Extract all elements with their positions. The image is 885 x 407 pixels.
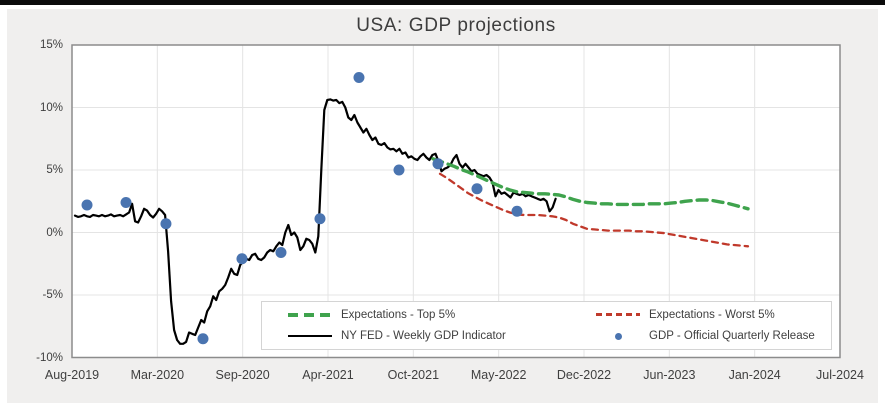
legend: Expectations - Top 5% Expectations - Wors… bbox=[261, 301, 832, 350]
x-axis-tick-label: Oct-2021 bbox=[387, 368, 440, 382]
x-axis-tick-label: Apr-2021 bbox=[302, 368, 354, 382]
legend-label: GDP - Official Quarterly Release bbox=[649, 330, 815, 343]
x-axis-tick-label: Jun-2023 bbox=[643, 368, 696, 382]
gdp-release-point-Q1-2022 bbox=[471, 183, 483, 195]
series-ny-fed-weekly-gdp-indicator bbox=[73, 98, 557, 345]
legend-swatch-blue-dot-icon bbox=[596, 332, 640, 340]
legend-swatch-green-dash-icon bbox=[288, 313, 332, 317]
y-axis-tick-label: 5% bbox=[46, 164, 63, 176]
legend-label: NY FED - Weekly GDP Indicator bbox=[341, 330, 506, 343]
gdp-release-point-Q3-2019 bbox=[81, 199, 93, 211]
gdp-release-point-Q4-2021 bbox=[432, 158, 444, 170]
chart-title: USA: GDP projections bbox=[356, 15, 556, 36]
legend-label: Expectations - Top 5% bbox=[341, 308, 456, 321]
legend-item: Expectations - Top 5% bbox=[288, 309, 596, 321]
gdp-release-point-Q4-2019 bbox=[120, 197, 132, 208]
legend-swatch-red-dash-icon bbox=[596, 313, 640, 317]
legend-label: Expectations - Worst 5% bbox=[649, 308, 775, 321]
gdp-release-point-Q3-2021 bbox=[393, 164, 405, 176]
x-axis-tick-label: May-2022 bbox=[470, 368, 527, 382]
gdp-release-point-Q3-2020 bbox=[236, 253, 248, 265]
series-expectations-top-5- bbox=[431, 157, 750, 211]
x-axis-tick-label: Jul-2024 bbox=[816, 368, 864, 382]
y-axis-tick-label: 10% bbox=[39, 101, 63, 114]
y-axis-tick-label: 0% bbox=[46, 226, 63, 239]
y-axis-tick-label: -5% bbox=[42, 289, 63, 301]
x-axis-tick-label: Aug-2019 bbox=[44, 368, 100, 382]
gdp-release-point-Q1-2021 bbox=[314, 213, 326, 225]
legend-item: Expectations - Worst 5% bbox=[596, 309, 823, 321]
x-axis-tick-label: Sep-2020 bbox=[215, 368, 270, 382]
x-axis-tick-label: Mar-2020 bbox=[130, 368, 185, 382]
gdp-release-point-Q1-2020 bbox=[160, 218, 172, 230]
top-border-bar bbox=[0, 0, 885, 5]
y-axis-tick-label: 15% bbox=[39, 39, 63, 51]
x-axis-tick-label: Jan-2024 bbox=[728, 368, 781, 382]
gdp-release-point-Q2-2021 bbox=[353, 72, 365, 83]
y-axis-tick-label: -10% bbox=[36, 351, 63, 364]
gdp-release-point-Q4-2020 bbox=[275, 247, 287, 258]
series-expectations-worst-5- bbox=[438, 172, 750, 248]
x-axis-tick-label: Dec-2022 bbox=[556, 368, 612, 382]
legend-item: GDP - Official Quarterly Release bbox=[596, 330, 823, 342]
gdp-release-point-Q2-2020 bbox=[197, 333, 209, 345]
legend-swatch-black-line-icon bbox=[288, 335, 332, 338]
gdp-release-point-Q2-2022 bbox=[511, 205, 523, 217]
plot-border bbox=[71, 44, 841, 359]
legend-item: NY FED - Weekly GDP Indicator bbox=[288, 330, 596, 342]
